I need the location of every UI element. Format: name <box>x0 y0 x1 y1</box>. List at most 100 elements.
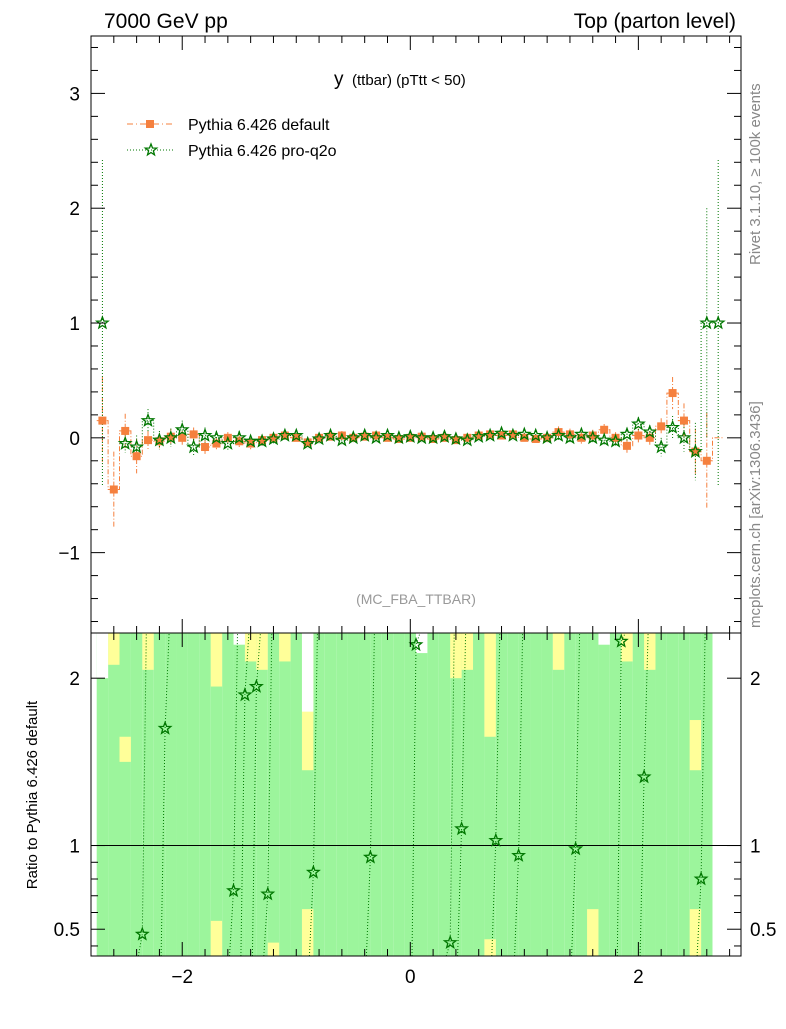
data-point-proq2o <box>197 427 213 442</box>
band-green <box>96 633 109 956</box>
band-green <box>324 633 337 956</box>
legend-marker-default <box>146 120 154 128</box>
data-point-default <box>121 426 130 435</box>
data-point-default <box>155 437 164 446</box>
data-point-proq2o <box>528 427 544 442</box>
band-green <box>142 633 154 956</box>
legend-label-default: Pythia 6.426 default <box>188 117 330 134</box>
data-point-proq2o <box>437 428 452 443</box>
ratio-data-point <box>408 636 424 652</box>
band-green <box>632 633 645 956</box>
band-yellow <box>279 633 291 662</box>
ratio-y-tick-label: 1 <box>69 837 80 858</box>
data-point-proq2o <box>665 419 681 434</box>
y-tick-label: 2 <box>69 199 80 220</box>
data-point-default <box>600 425 609 434</box>
x-tick-label: 0 <box>405 967 416 988</box>
plot-title-sub: (ttbar) (pTtt < 50) <box>352 72 466 89</box>
y-tick-label: 1 <box>69 314 80 335</box>
axes: −2 0 2 −1 0 1 2 3 0.5 0.5 1 1 2 2 <box>54 35 776 988</box>
band-green <box>358 633 371 956</box>
legend: Pythia 6.426 default Pythia 6.426 pro-q2… <box>127 117 337 160</box>
band-gap <box>233 633 245 645</box>
data-point-default <box>315 433 324 442</box>
band-yellow <box>108 633 120 665</box>
band-green <box>473 633 485 956</box>
data-point-default <box>429 434 438 443</box>
band-green <box>416 633 428 956</box>
y-tick-label: −1 <box>58 544 80 565</box>
band-yellow <box>244 633 257 662</box>
band-green <box>279 633 291 956</box>
ratio-data-point <box>157 720 173 735</box>
data-point-default <box>166 432 175 441</box>
band-gap <box>301 633 314 712</box>
band-yellow <box>210 920 223 956</box>
data-point-proq2o <box>619 426 635 441</box>
header-left: 7000 GeV pp <box>104 10 228 33</box>
ratio-data-point <box>511 847 527 862</box>
data-point-default <box>474 431 483 440</box>
data-point-default <box>531 434 540 443</box>
band-green <box>621 633 633 956</box>
ratio-plot-area <box>91 632 741 957</box>
data-point-proq2o <box>151 432 167 447</box>
ratio-data-point <box>362 849 378 864</box>
data-point-default <box>144 436 153 445</box>
data-point-proq2o <box>311 431 327 446</box>
header-right: Top (parton level) <box>574 10 736 33</box>
band-green <box>552 633 565 956</box>
band-green <box>575 633 588 956</box>
data-point-proq2o <box>265 431 281 446</box>
data-point-proq2o <box>505 427 521 442</box>
data-point-proq2o <box>402 428 418 443</box>
band-yellow <box>587 909 599 956</box>
band-yellow <box>450 633 462 679</box>
data-point-proq2o <box>482 427 498 442</box>
data-point-proq2o <box>585 429 601 445</box>
data-point-proq2o <box>596 432 612 447</box>
band-green <box>108 633 120 956</box>
data-point-default <box>132 452 141 461</box>
ratio-data-point <box>134 926 150 941</box>
data-point-proq2o <box>94 315 110 330</box>
data-point-proq2o <box>687 443 703 459</box>
legend-label-proq2o: Pythia 6.426 pro-q2o <box>188 143 337 160</box>
data-point-proq2o <box>277 427 293 442</box>
plot-title-main: y <box>334 69 344 90</box>
data-point-proq2o <box>208 429 224 445</box>
ratio-data-point <box>693 871 709 886</box>
ratio-y-tick-label: 0.5 <box>54 920 80 941</box>
band-green <box>290 633 302 956</box>
band-green <box>256 633 268 956</box>
ratio-data-point <box>488 832 504 847</box>
band-yellow <box>461 633 474 670</box>
band-green <box>393 633 405 956</box>
data-point-proq2o <box>516 426 532 441</box>
data-point-proq2o <box>391 429 407 445</box>
data-point-proq2o <box>425 429 441 445</box>
ratio-data-point <box>454 820 470 836</box>
data-point-proq2o <box>129 439 145 454</box>
data-point-default <box>269 433 278 442</box>
data-point-default <box>679 416 688 425</box>
data-point-proq2o <box>368 429 384 445</box>
data-point-default <box>634 431 643 440</box>
data-point-default <box>508 430 517 439</box>
band-green <box>701 633 713 956</box>
data-point-default <box>98 416 107 425</box>
band-green <box>461 633 474 956</box>
band-green <box>153 633 166 956</box>
band-green <box>370 633 382 956</box>
band-green <box>336 633 348 956</box>
data-point-default <box>657 422 666 431</box>
data-point-proq2o <box>288 427 304 442</box>
data-point-default <box>451 436 460 445</box>
ratio-data-point <box>442 934 458 950</box>
data-point-default <box>303 438 312 447</box>
band-gap <box>96 633 109 679</box>
ratio-data-point <box>248 678 264 693</box>
ratio-y-tick-label-right: 0.5 <box>750 920 776 941</box>
data-point-proq2o <box>163 429 179 445</box>
